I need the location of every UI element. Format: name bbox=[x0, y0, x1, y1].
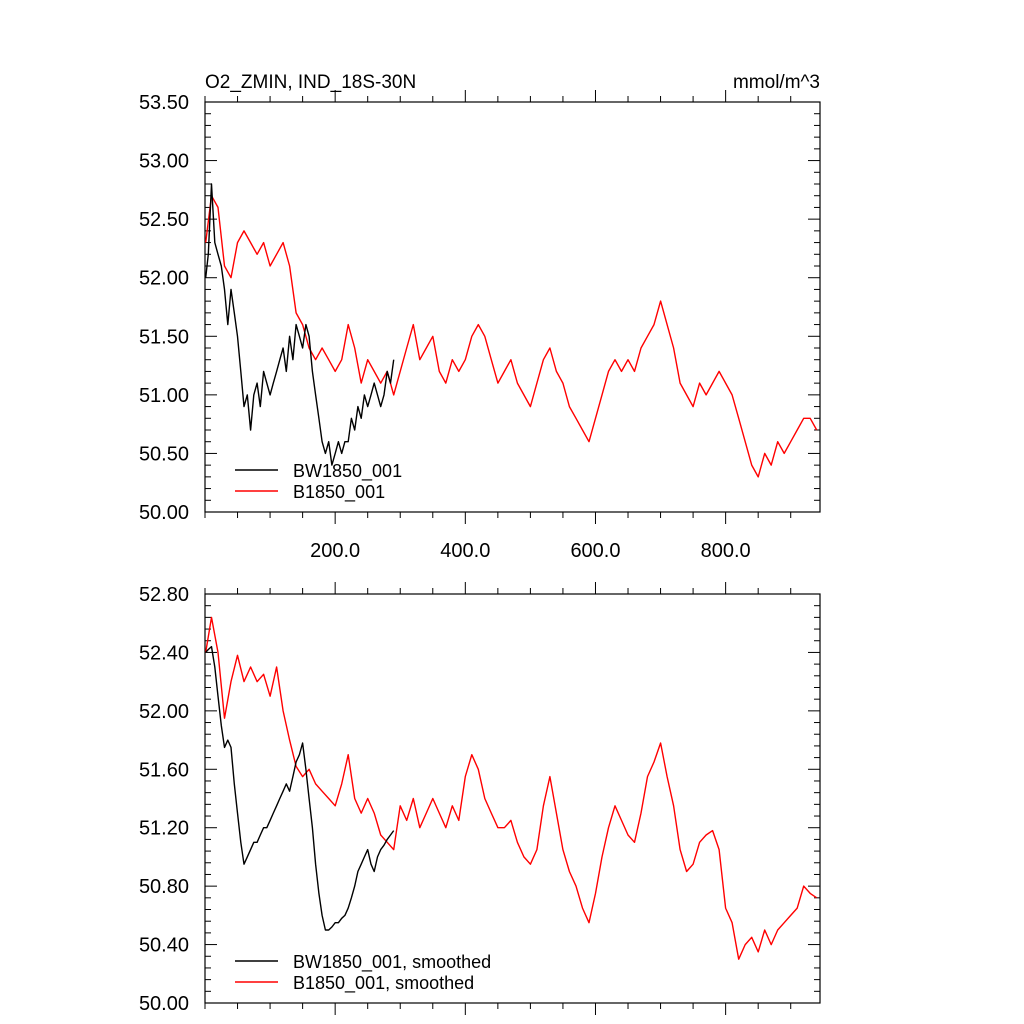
top-chart-title: O2_ZMIN, IND_18S-30N bbox=[205, 72, 416, 93]
top-panel: O2_ZMIN, IND_18S-30N mmol/m^3 50.00 50.50… bbox=[139, 72, 821, 562]
top-plot-frame bbox=[204, 101, 821, 513]
top-x-tick-label: 800.0 bbox=[701, 540, 751, 562]
bottom-legend-label-bw1850: BW1850_001, smoothed bbox=[293, 952, 491, 973]
top-x-tick-labels: 200.0 400.0 600.0 800.0 bbox=[310, 540, 751, 562]
bottom-series-line-bw1850-001-smoothed bbox=[205, 645, 395, 931]
top-chart-units: mmol/m^3 bbox=[733, 72, 820, 93]
bottom-y-tick-label: 51.20 bbox=[139, 818, 189, 840]
bottom-plot-frame bbox=[204, 593, 821, 1004]
bottom-y-tick-label: 52.40 bbox=[139, 642, 189, 664]
bottom-axes bbox=[204, 593, 821, 1004]
top-legend-label-bw1850: BW1850_001 bbox=[293, 461, 402, 482]
bottom-panel: 50.00 50.40 50.80 51.20 51.60 52.00 52.40 52.80… bbox=[139, 582, 821, 1015]
top-y-tick-label: 51.50 bbox=[139, 326, 189, 348]
top-series-line-b1850-001 bbox=[205, 194, 818, 478]
top-axes bbox=[204, 101, 821, 513]
bottom-legend-label-b1850: B1850_001, smoothed bbox=[293, 973, 474, 994]
top-series-lines bbox=[205, 183, 818, 478]
top-y-tick-label: 53.50 bbox=[139, 92, 189, 114]
top-ticks bbox=[204, 90, 820, 524]
top-y-tick-label: 52.00 bbox=[139, 268, 189, 290]
bottom-y-tick-label: 51.60 bbox=[139, 759, 189, 781]
top-x-tick-label: 400.0 bbox=[440, 540, 490, 562]
top-x-tick-label: 200.0 bbox=[310, 540, 360, 562]
bottom-y-tick-label: 50.40 bbox=[139, 935, 189, 957]
top-y-tick-label: 52.50 bbox=[139, 209, 189, 231]
top-legend-label-b1850: B1850_001 bbox=[293, 482, 385, 503]
bottom-series-line-b1850-001-smoothed bbox=[205, 616, 818, 960]
bottom-ticks bbox=[204, 582, 820, 1015]
top-y-tick-label: 50.00 bbox=[139, 502, 189, 524]
bottom-y-tick-label: 50.00 bbox=[139, 993, 189, 1015]
bottom-series-lines bbox=[205, 616, 818, 960]
top-y-tick-label: 53.00 bbox=[139, 151, 189, 173]
top-y-tick-label: 51.00 bbox=[139, 385, 189, 407]
top-y-tick-labels: 50.00 50.50 51.00 51.50 52.00 52.50 53.00 53.50 bbox=[139, 92, 189, 524]
bottom-legend: BW1850_001, smoothed B1850_001, smoothed bbox=[235, 952, 491, 994]
bottom-y-tick-label: 52.00 bbox=[139, 701, 189, 723]
bottom-y-tick-label: 50.80 bbox=[139, 876, 189, 898]
top-y-tick-label: 50.50 bbox=[139, 443, 189, 465]
top-x-tick-label: 600.0 bbox=[570, 540, 620, 562]
top-series-line-bw1850-001 bbox=[205, 183, 395, 466]
bottom-y-tick-labels: 50.00 50.40 50.80 51.20 51.60 52.00 52.40 52.80 bbox=[139, 584, 189, 1015]
bottom-y-tick-label: 52.80 bbox=[139, 584, 189, 606]
top-legend: BW1850_001 B1850_001 bbox=[235, 461, 402, 503]
